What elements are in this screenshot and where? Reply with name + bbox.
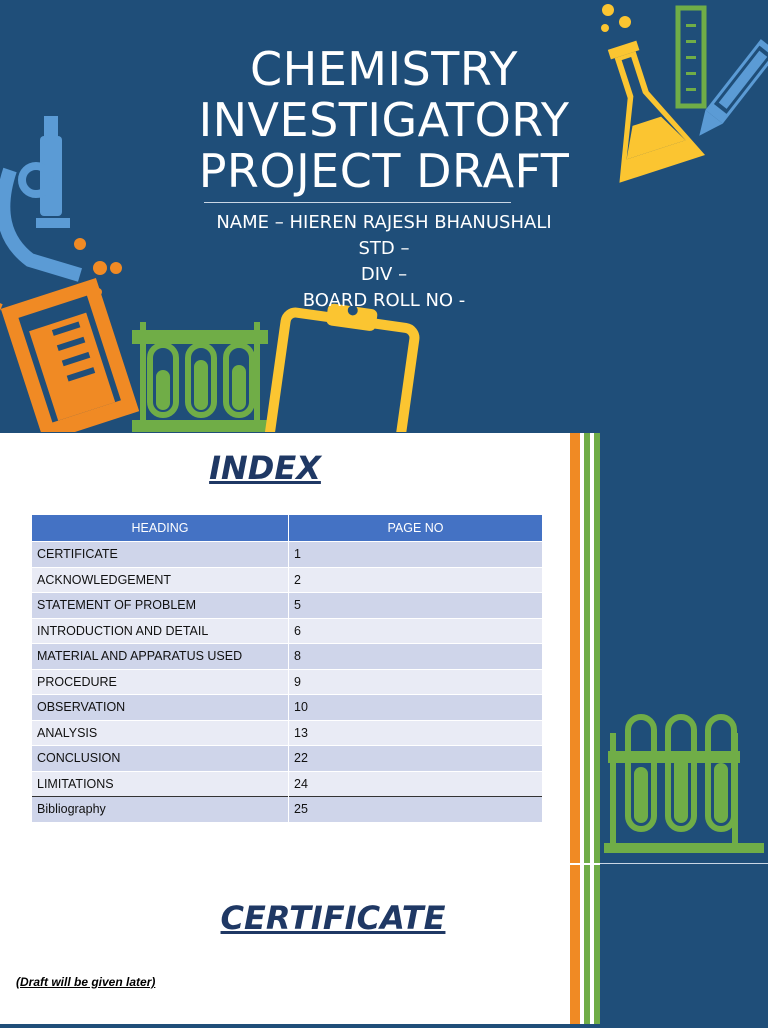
pencil-icon	[699, 39, 768, 136]
cover-title: CHEMISTRY INVESTIGATORY PROJECT DRAFT	[0, 44, 768, 197]
title-divider	[204, 202, 511, 203]
row-page: 2	[288, 566, 543, 593]
cover-title-line: PROJECT DRAFT	[198, 144, 570, 198]
row-page: 9	[288, 668, 543, 695]
table-row: ACKNOWLEDGEMENT 2	[32, 566, 543, 593]
row-heading: CERTIFICATE	[32, 541, 289, 567]
beaker-icon	[0, 277, 140, 432]
cover-slide: CHEMISTRY INVESTIGATORY PROJECT DRAFT NA…	[0, 0, 768, 432]
table-row: STATEMENT OF PROBLEM 5	[32, 592, 543, 618]
table-row: LIMITATIONS 24	[32, 770, 543, 797]
ruler-icon	[675, 5, 707, 109]
flask-icon	[607, 40, 706, 183]
table-header-row: HEADING PAGE NO	[32, 515, 543, 542]
table-row: OBSERVATION 10	[32, 694, 543, 720]
row-heading: PROCEDURE	[32, 668, 289, 695]
row-page: 24	[288, 770, 543, 797]
table-row: CERTIFICATE 1	[32, 541, 543, 567]
student-std: STD –	[358, 238, 410, 259]
column-header-page: PAGE NO	[288, 515, 543, 542]
row-page: 10	[288, 694, 543, 720]
student-name: NAME – HIEREN RAJESH BHANUSHALI	[216, 212, 552, 233]
test-tube-rack-icon	[132, 322, 268, 432]
index-heading: INDEX	[209, 449, 321, 487]
row-heading: ANALYSIS	[32, 719, 289, 746]
row-heading: INTRODUCTION AND DETAIL	[32, 617, 289, 644]
microscope-icon	[0, 116, 83, 282]
table-row: MATERIAL AND APPARATUS USED 8	[32, 643, 543, 669]
student-div: DIV –	[360, 264, 408, 285]
draft-note: (Draft will be given later)	[16, 975, 156, 989]
table-row: Bibliography 25	[32, 796, 543, 822]
student-details: NAME – HIEREN RAJESH BHANUSHALI STD – DI…	[0, 210, 768, 314]
color-stripes	[570, 433, 600, 1024]
row-page: 22	[288, 745, 543, 771]
row-page: 13	[288, 719, 543, 746]
student-roll: BOARD ROLL NO -	[302, 290, 466, 311]
row-page: 6	[288, 617, 543, 644]
lab-illustrations	[0, 4, 768, 432]
row-heading: LIMITATIONS	[32, 770, 289, 797]
row-heading: CONCLUSION	[32, 745, 289, 771]
right-decor-panel	[600, 433, 768, 1024]
row-heading: Bibliography	[32, 796, 289, 822]
table-row: ANALYSIS 13	[32, 719, 543, 746]
table-row: CONCLUSION 22	[32, 745, 543, 771]
row-page: 1	[288, 541, 543, 567]
row-heading: MATERIAL AND APPARATUS USED	[32, 643, 289, 669]
certificate-heading: CERTIFICATE	[220, 899, 446, 937]
table-row: INTRODUCTION AND DETAIL 6	[32, 617, 543, 644]
row-heading: ACKNOWLEDGEMENT	[32, 566, 289, 593]
index-page: INDEX HEADING PAGE NO CERTIFICATE 1 ACKNO…	[0, 433, 570, 1024]
row-heading: STATEMENT OF PROBLEM	[32, 592, 289, 618]
clipboard-icon	[262, 303, 420, 432]
test-tube-rack-icon	[600, 714, 768, 864]
row-page: 25	[288, 796, 543, 822]
cover-title-line: CHEMISTRY	[250, 42, 518, 96]
index-table: HEADING PAGE NO CERTIFICATE 1 ACKNOWLEDGE…	[32, 515, 543, 822]
cover-title-line: INVESTIGATORY	[198, 93, 570, 147]
row-heading: OBSERVATION	[32, 694, 289, 720]
column-header-heading: HEADING	[32, 515, 289, 542]
table-row: PROCEDURE 9	[32, 668, 543, 695]
row-page: 8	[288, 643, 543, 669]
row-page: 5	[288, 592, 543, 618]
